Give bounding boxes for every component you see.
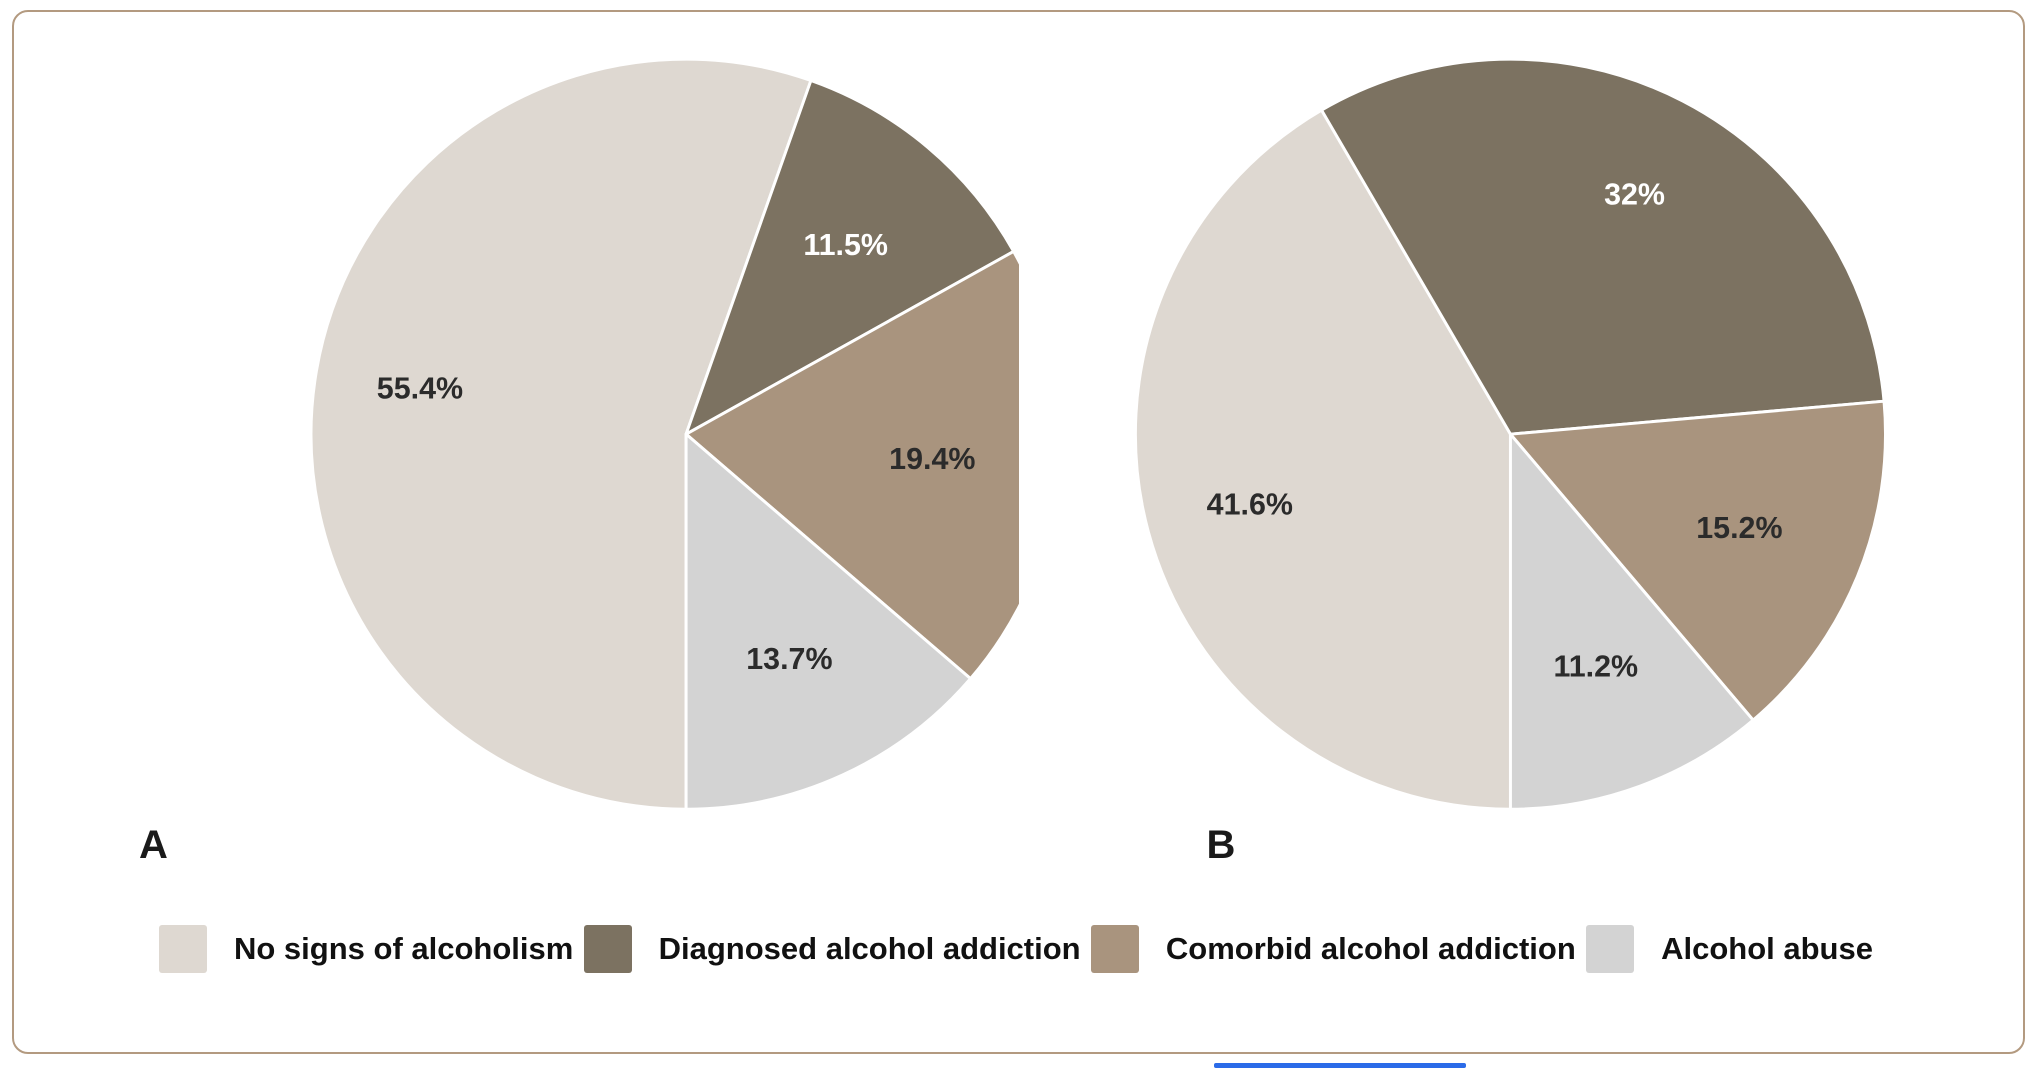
pie-slice-alcohol-abuse [1508,432,1755,811]
legend-swatch-icon [583,925,632,973]
pie-slice-diagnosed-alcohol-addiction [1319,57,1886,436]
legend-item-abuse: Alcohol abuse [1586,925,1873,973]
slice-value-label: 11.5% [803,228,888,262]
pie-chart-a: 55.4% 11.5% 19.4% 13.7% [309,57,1019,811]
legend-item-label: Alcohol abuse [1661,931,1873,966]
bottom-accent-line [1214,1063,1466,1068]
chart-panel-a: 55.4% 11.5% 19.4% 13.7% A [14,12,1019,874]
pie-slice-comorbid-alcohol-addiction [684,249,1019,681]
pie-chart-b: 41.6% 32% 15.2% 11.2% [1133,57,1887,811]
slice-value-label: 32% [1604,177,1665,211]
figure-frame: 55.4% 11.5% 19.4% 13.7% A 41.6% 32% 15.2% 11.2… [12,10,2025,1054]
slice-value-label: 11.2% [1553,650,1638,684]
pie-slice-no-signs-of-alcoholism [1133,108,1512,811]
slice-value-label: 13.7% [746,642,832,676]
panel-label-b: B [1206,823,1236,867]
pie-slice-alcohol-abuse [684,432,972,811]
slice-value-label: 15.2% [1696,511,1782,545]
legend-item-diagnosed: Diagnosed alcohol addiction [583,925,1081,973]
charts-area: 55.4% 11.5% 19.4% 13.7% A 41.6% 32% 15.2% 11.2… [14,12,2023,874]
slice-value-label: 55.4% [377,372,463,406]
legend: No signs of alcoholism Diagnosed alcohol… [14,874,2023,1052]
legend-item-label: Comorbid alcohol addiction [1165,931,1576,966]
chart-panel-b: 41.6% 32% 15.2% 11.2% B [1019,12,2024,874]
pie-slice-comorbid-alcohol-addiction [1508,399,1887,722]
pie-slice-diagnosed-alcohol-addiction [684,79,1016,436]
panel-label-a: A [139,823,168,867]
slice-value-label: 19.4% [889,442,975,476]
legend-item-no-signs: No signs of alcoholism [159,925,573,973]
legend-item-label: No signs of alcoholism [234,931,574,966]
legend-item-label: Diagnosed alcohol addiction [658,931,1081,966]
legend-item-comorbid: Comorbid alcohol addiction [1090,925,1576,973]
slice-value-label: 41.6% [1206,488,1292,522]
legend-swatch-icon [159,925,207,973]
legend-swatch-icon [1090,925,1139,973]
legend-swatch-icon [1586,925,1635,973]
